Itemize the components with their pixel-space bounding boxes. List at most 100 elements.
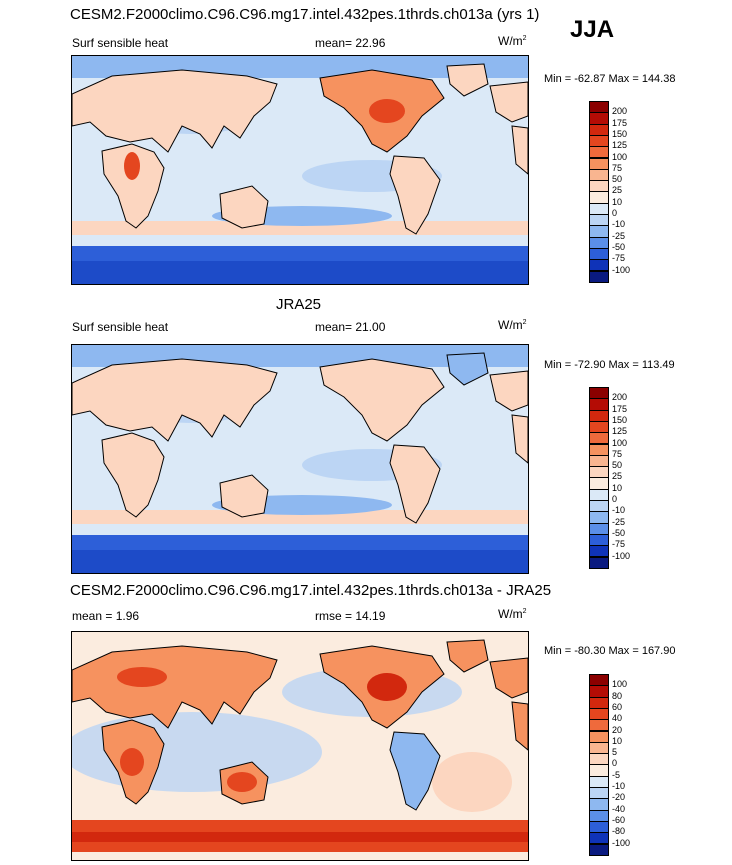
colorbar-tick-label: 40	[612, 713, 623, 724]
colorbar-tick-label: -40	[612, 803, 626, 814]
colorbar-tick-label: 125	[612, 426, 628, 437]
antarctic-core	[72, 550, 528, 573]
continent-australia	[219, 185, 269, 229]
continent-greenland	[446, 63, 489, 97]
mean-label: mean= 22.96	[315, 36, 386, 50]
units-exp: 2	[522, 608, 527, 615]
colorbar-swatch	[589, 843, 609, 856]
minmax-label: Min = -72.90 Max = 113.49	[544, 359, 675, 371]
colorbar-tick-label: -20	[612, 792, 626, 803]
colorbar-tick-label: 80	[612, 690, 623, 701]
continent-africa-east-edge	[511, 414, 528, 464]
continent-greenland	[446, 639, 489, 673]
units-label: W/m2	[498, 318, 527, 332]
variable-label: Surf sensible heat	[72, 320, 169, 334]
units-label: W/m2	[498, 34, 527, 48]
colorbar-tick-label: 25	[612, 185, 623, 196]
continent-south-america	[389, 155, 441, 235]
continent-africa	[101, 432, 165, 518]
colorbar-tick-label: -60	[612, 814, 626, 825]
colorbar-tick-label: 100	[612, 151, 628, 162]
continent-europe-west	[489, 657, 528, 699]
atlantic-pos-anomaly	[432, 752, 512, 812]
map-field	[72, 56, 528, 284]
colorbar-tick-label: 175	[612, 403, 628, 414]
units-exp: 2	[522, 35, 527, 42]
map-diff	[71, 631, 529, 861]
colorbar-tick-label: -100	[612, 837, 631, 848]
colorbar-swatch	[589, 270, 609, 283]
variable-label: Surf sensible heat	[72, 36, 169, 50]
panel-title: JRA25	[276, 296, 322, 313]
colorbar-tick-label: -100	[612, 550, 631, 561]
colorbar-tick-label: -80	[612, 826, 626, 837]
continent-europe-west	[489, 81, 528, 123]
colorbar-tick-label: 0	[612, 758, 618, 769]
colorbar-tick-label: 10	[612, 482, 623, 493]
minmax-label: Min = -62.87 Max = 144.38	[544, 73, 676, 85]
colorbar-swatch	[589, 556, 609, 569]
rmse-label: rmse = 14.19	[315, 609, 386, 623]
mean-label: mean = 1.96	[72, 609, 140, 623]
colorbar-tick-label: 10	[612, 735, 623, 746]
map-field	[72, 345, 528, 573]
colorbar-tick-label: 5	[612, 747, 618, 758]
map-field	[72, 632, 528, 860]
colorbar-tick-label: 0	[612, 208, 618, 218]
panel-title: CESM2.F2000climo.C96.C96.mg17.intel.432p…	[70, 582, 552, 599]
continent-africa	[101, 143, 165, 229]
colorbar-tick-label: 50	[612, 174, 623, 185]
continent-australia	[219, 474, 269, 518]
continent-north-america	[319, 358, 445, 442]
continent-europe-west	[489, 370, 528, 412]
units-text: W/m	[498, 34, 523, 48]
continent-south-america	[389, 731, 441, 811]
continent-greenland	[446, 352, 489, 386]
colorbar-tick-label: 100	[612, 679, 628, 690]
season-label: JJA	[570, 16, 615, 43]
panel-title: CESM2.F2000climo.C96.C96.mg17.intel.432p…	[70, 6, 540, 23]
units-exp: 2	[522, 319, 527, 326]
colorbar-tick-label: -5	[612, 769, 621, 780]
colorbar-tick-label: 200	[612, 392, 628, 403]
colorbar-tick-label: 50	[612, 460, 623, 471]
colorbar-tick-label: 20	[612, 724, 623, 735]
antarctic-core	[72, 261, 528, 284]
north-america-hotspot	[369, 99, 405, 123]
colorbar-tick-label: 125	[612, 140, 628, 151]
map-obs	[71, 344, 529, 574]
colorbar-tick-label: -10	[612, 781, 626, 791]
map-model	[71, 55, 529, 285]
continent-africa-east-edge	[511, 125, 528, 175]
colorbar-tick-label: 0	[612, 494, 618, 504]
minmax-label: Min = -80.30 Max = 167.90	[544, 645, 676, 657]
continent-south-america	[389, 444, 441, 524]
colorbar-tick-label: -25	[612, 516, 626, 527]
colorbar-tick-label: -75	[612, 253, 626, 264]
units-text: W/m	[498, 318, 523, 332]
africa-hotspot	[120, 748, 144, 776]
east-africa-hotspot	[124, 152, 140, 180]
continent-eurasia	[72, 69, 278, 153]
colorbar-tick-label: 150	[612, 414, 628, 425]
colorbar-tick-label: -50	[612, 527, 626, 538]
colorbar-tick-label: -25	[612, 230, 626, 241]
colorbar-tick-label: 75	[612, 448, 623, 459]
units-label: W/m2	[498, 607, 527, 621]
colorbar-tick-label: -10	[612, 505, 626, 516]
colorbar-tick-label: 60	[612, 701, 623, 712]
colorbar-tick-label: 10	[612, 196, 623, 207]
colorbar-tick-label: -10	[612, 219, 626, 230]
colorbar-tick-label: 25	[612, 471, 623, 482]
eurasia-hotspot	[117, 667, 167, 687]
colorbar-tick-label: 75	[612, 162, 623, 173]
continent-eurasia	[72, 645, 278, 729]
colorbar-tick-label: -75	[612, 539, 626, 550]
continent-africa-east-edge	[511, 701, 528, 751]
colorbar-tick-label: -100	[612, 264, 631, 275]
australia-hotspot	[227, 772, 257, 792]
continent-eurasia	[72, 358, 278, 442]
colorbar-tick-label: 100	[612, 437, 628, 448]
colorbar-tick-label: 175	[612, 117, 628, 128]
mean-label: mean= 21.00	[315, 320, 386, 334]
